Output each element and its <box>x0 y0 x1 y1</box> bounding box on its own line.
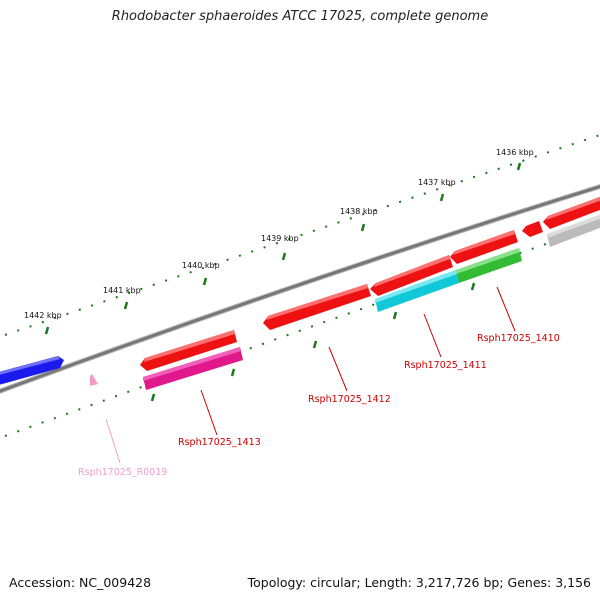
major-ticks <box>44 162 522 402</box>
map-title: Rhodobacter sphaeroides ATCC 17025, comp… <box>111 9 489 24</box>
tick-label: 1439 kbp <box>261 234 299 243</box>
tick-label: 1442 kbp <box>24 311 62 320</box>
inner-features[interactable] <box>90 213 600 390</box>
gene-arrow[interactable] <box>522 221 543 237</box>
tick-label: 1440 kbp <box>182 261 220 270</box>
outer-ruler <box>4 134 600 336</box>
gene-label: Rsph17025_1412 <box>308 394 391 405</box>
gene-label: Rsph17025_1411 <box>404 360 487 371</box>
tick-label: 1437 kbp <box>418 178 456 187</box>
genome-backbone <box>0 183 600 394</box>
tick-label: 1441 kbp <box>103 286 141 295</box>
tick-labels: 1436 kbp 1437 kbp 1438 kbp 1439 kbp 1440… <box>24 148 534 320</box>
gene-label: Rsph17025_R0019 <box>78 467 167 478</box>
genome-summary-text: Topology: circular; Length: 3,217,726 bp… <box>247 575 591 590</box>
outer-features[interactable] <box>0 195 600 386</box>
accession-text: Accession: NC_009428 <box>9 575 152 590</box>
tick-label: 1436 kbp <box>496 148 534 157</box>
gene-arrow[interactable] <box>90 374 98 386</box>
gene-arrow[interactable] <box>0 356 64 386</box>
gene-labels: Rsph17025_1410 Rsph17025_1411 Rsph17025_… <box>78 333 560 478</box>
tick-label: 1438 kbp <box>340 207 378 216</box>
gene-label: Rsph17025_1410 <box>477 333 560 344</box>
label-leaders <box>105 286 516 464</box>
gene-label: Rsph17025_1413 <box>178 437 261 448</box>
